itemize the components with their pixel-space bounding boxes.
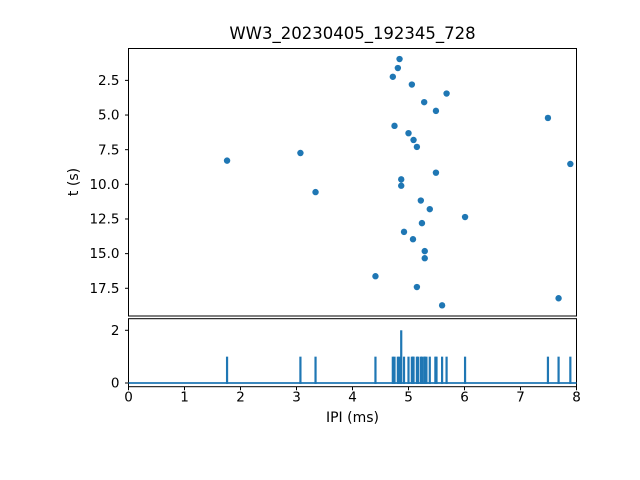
histogram-bar bbox=[569, 356, 572, 385]
scatter-point bbox=[413, 283, 421, 291]
scatter-point bbox=[297, 149, 304, 157]
x-tick-label: 8 bbox=[572, 390, 581, 406]
scatter-point bbox=[555, 295, 562, 302]
scatter-point bbox=[408, 81, 416, 88]
histogram-bar bbox=[393, 356, 396, 385]
histogram-bar bbox=[391, 356, 394, 385]
histogram-bar bbox=[434, 356, 437, 385]
scatter-point bbox=[409, 236, 417, 243]
scatter-point bbox=[544, 114, 552, 122]
x-tick-label: 1 bbox=[180, 390, 189, 406]
y-tick-label: 7.5 bbox=[98, 142, 119, 158]
histogram-bar bbox=[557, 356, 560, 385]
histogram-axis-ticks: 0 1 2 3 4 5 6 7 8 0 2 bbox=[111, 323, 581, 406]
scatter-point bbox=[421, 255, 428, 262]
scatter-point bbox=[426, 205, 433, 213]
histogram-bar bbox=[420, 356, 424, 385]
histogram-bar bbox=[225, 356, 229, 385]
scatter-point bbox=[391, 122, 398, 130]
scatter-point bbox=[396, 55, 403, 63]
x-tick-label: 6 bbox=[460, 390, 469, 406]
histogram-bar bbox=[398, 356, 401, 385]
scatter-point bbox=[405, 129, 412, 137]
scatter-point bbox=[223, 157, 231, 164]
histogram-bar bbox=[410, 356, 413, 385]
scatter-point bbox=[400, 228, 408, 236]
scatter-point bbox=[420, 98, 428, 106]
histogram-plot: 0 1 2 3 4 5 6 7 8 0 2 IPI (ms) bbox=[111, 318, 581, 426]
y-tick-label: 12.5 bbox=[89, 212, 119, 228]
y-tick-label: 0 bbox=[111, 376, 120, 392]
scatter-point bbox=[413, 143, 421, 151]
scatter-point bbox=[438, 302, 446, 309]
histogram-bar bbox=[374, 356, 377, 385]
scatter-point bbox=[398, 182, 405, 189]
histogram-bar bbox=[423, 356, 426, 385]
y-tick-label: 15.0 bbox=[89, 246, 119, 262]
histogram-bar bbox=[412, 356, 415, 385]
scatter-plot: 2.5 5.0 7.5 10.0 12.5 15.0 17.5 t (s) bbox=[66, 48, 577, 317]
scatter-point bbox=[461, 213, 469, 221]
scatter-point bbox=[417, 197, 425, 204]
histogram-bar bbox=[425, 356, 428, 385]
scatter-point bbox=[398, 176, 405, 183]
histogram-bar bbox=[299, 356, 302, 385]
scatter-point bbox=[389, 73, 397, 80]
histogram-bar bbox=[314, 356, 317, 385]
x-tick-label: 7 bbox=[516, 390, 525, 406]
histogram-bar bbox=[435, 356, 438, 385]
x-tick-label: 4 bbox=[348, 390, 357, 406]
y-tick-label: 17.5 bbox=[89, 281, 119, 297]
scatter-plot-frame bbox=[128, 48, 577, 317]
scatter-point bbox=[421, 247, 428, 255]
x-tick-label: 0 bbox=[124, 390, 133, 406]
histogram-bar bbox=[407, 356, 410, 385]
histogram-bar bbox=[402, 356, 406, 385]
y-axis-label: t (s) bbox=[66, 168, 82, 196]
scatter-point bbox=[418, 219, 426, 227]
plot-title: WW3_20230405_192345_728 bbox=[229, 24, 475, 44]
scatter-point bbox=[443, 90, 450, 97]
scatter-point bbox=[372, 273, 379, 280]
x-tick-label: 2 bbox=[236, 390, 245, 406]
x-tick-label: 3 bbox=[292, 390, 301, 406]
histogram-bar bbox=[419, 356, 422, 385]
histogram-bar bbox=[445, 356, 448, 385]
scatter-point bbox=[394, 64, 402, 72]
y-tick-label: 2.5 bbox=[98, 73, 119, 89]
histogram-bars bbox=[128, 330, 577, 385]
histogram-bar bbox=[396, 356, 399, 385]
scatter-point bbox=[432, 169, 440, 176]
histogram-bar bbox=[400, 330, 403, 385]
histogram-plot-frame bbox=[128, 318, 577, 388]
histogram-bar bbox=[441, 356, 444, 385]
y-tick-label: 5.0 bbox=[98, 108, 119, 124]
scatter-y-axis-ticks: 2.5 5.0 7.5 10.0 12.5 15.0 17.5 bbox=[89, 73, 129, 297]
x-tick-label: 5 bbox=[404, 390, 413, 406]
histogram-bar bbox=[416, 356, 420, 385]
scatter-point bbox=[432, 107, 440, 115]
x-axis-label: IPI (ms) bbox=[326, 410, 379, 426]
scatter-point bbox=[312, 188, 319, 196]
histogram-bar bbox=[546, 356, 550, 385]
scatter-point bbox=[410, 136, 417, 144]
scatter-points bbox=[223, 55, 574, 309]
scatter-point bbox=[567, 160, 574, 168]
histogram-bar bbox=[463, 356, 467, 385]
histogram-bar bbox=[428, 356, 431, 385]
histogram-bar bbox=[415, 356, 418, 385]
y-tick-label: 10.0 bbox=[89, 177, 119, 193]
y-tick-label: 2 bbox=[111, 323, 120, 339]
